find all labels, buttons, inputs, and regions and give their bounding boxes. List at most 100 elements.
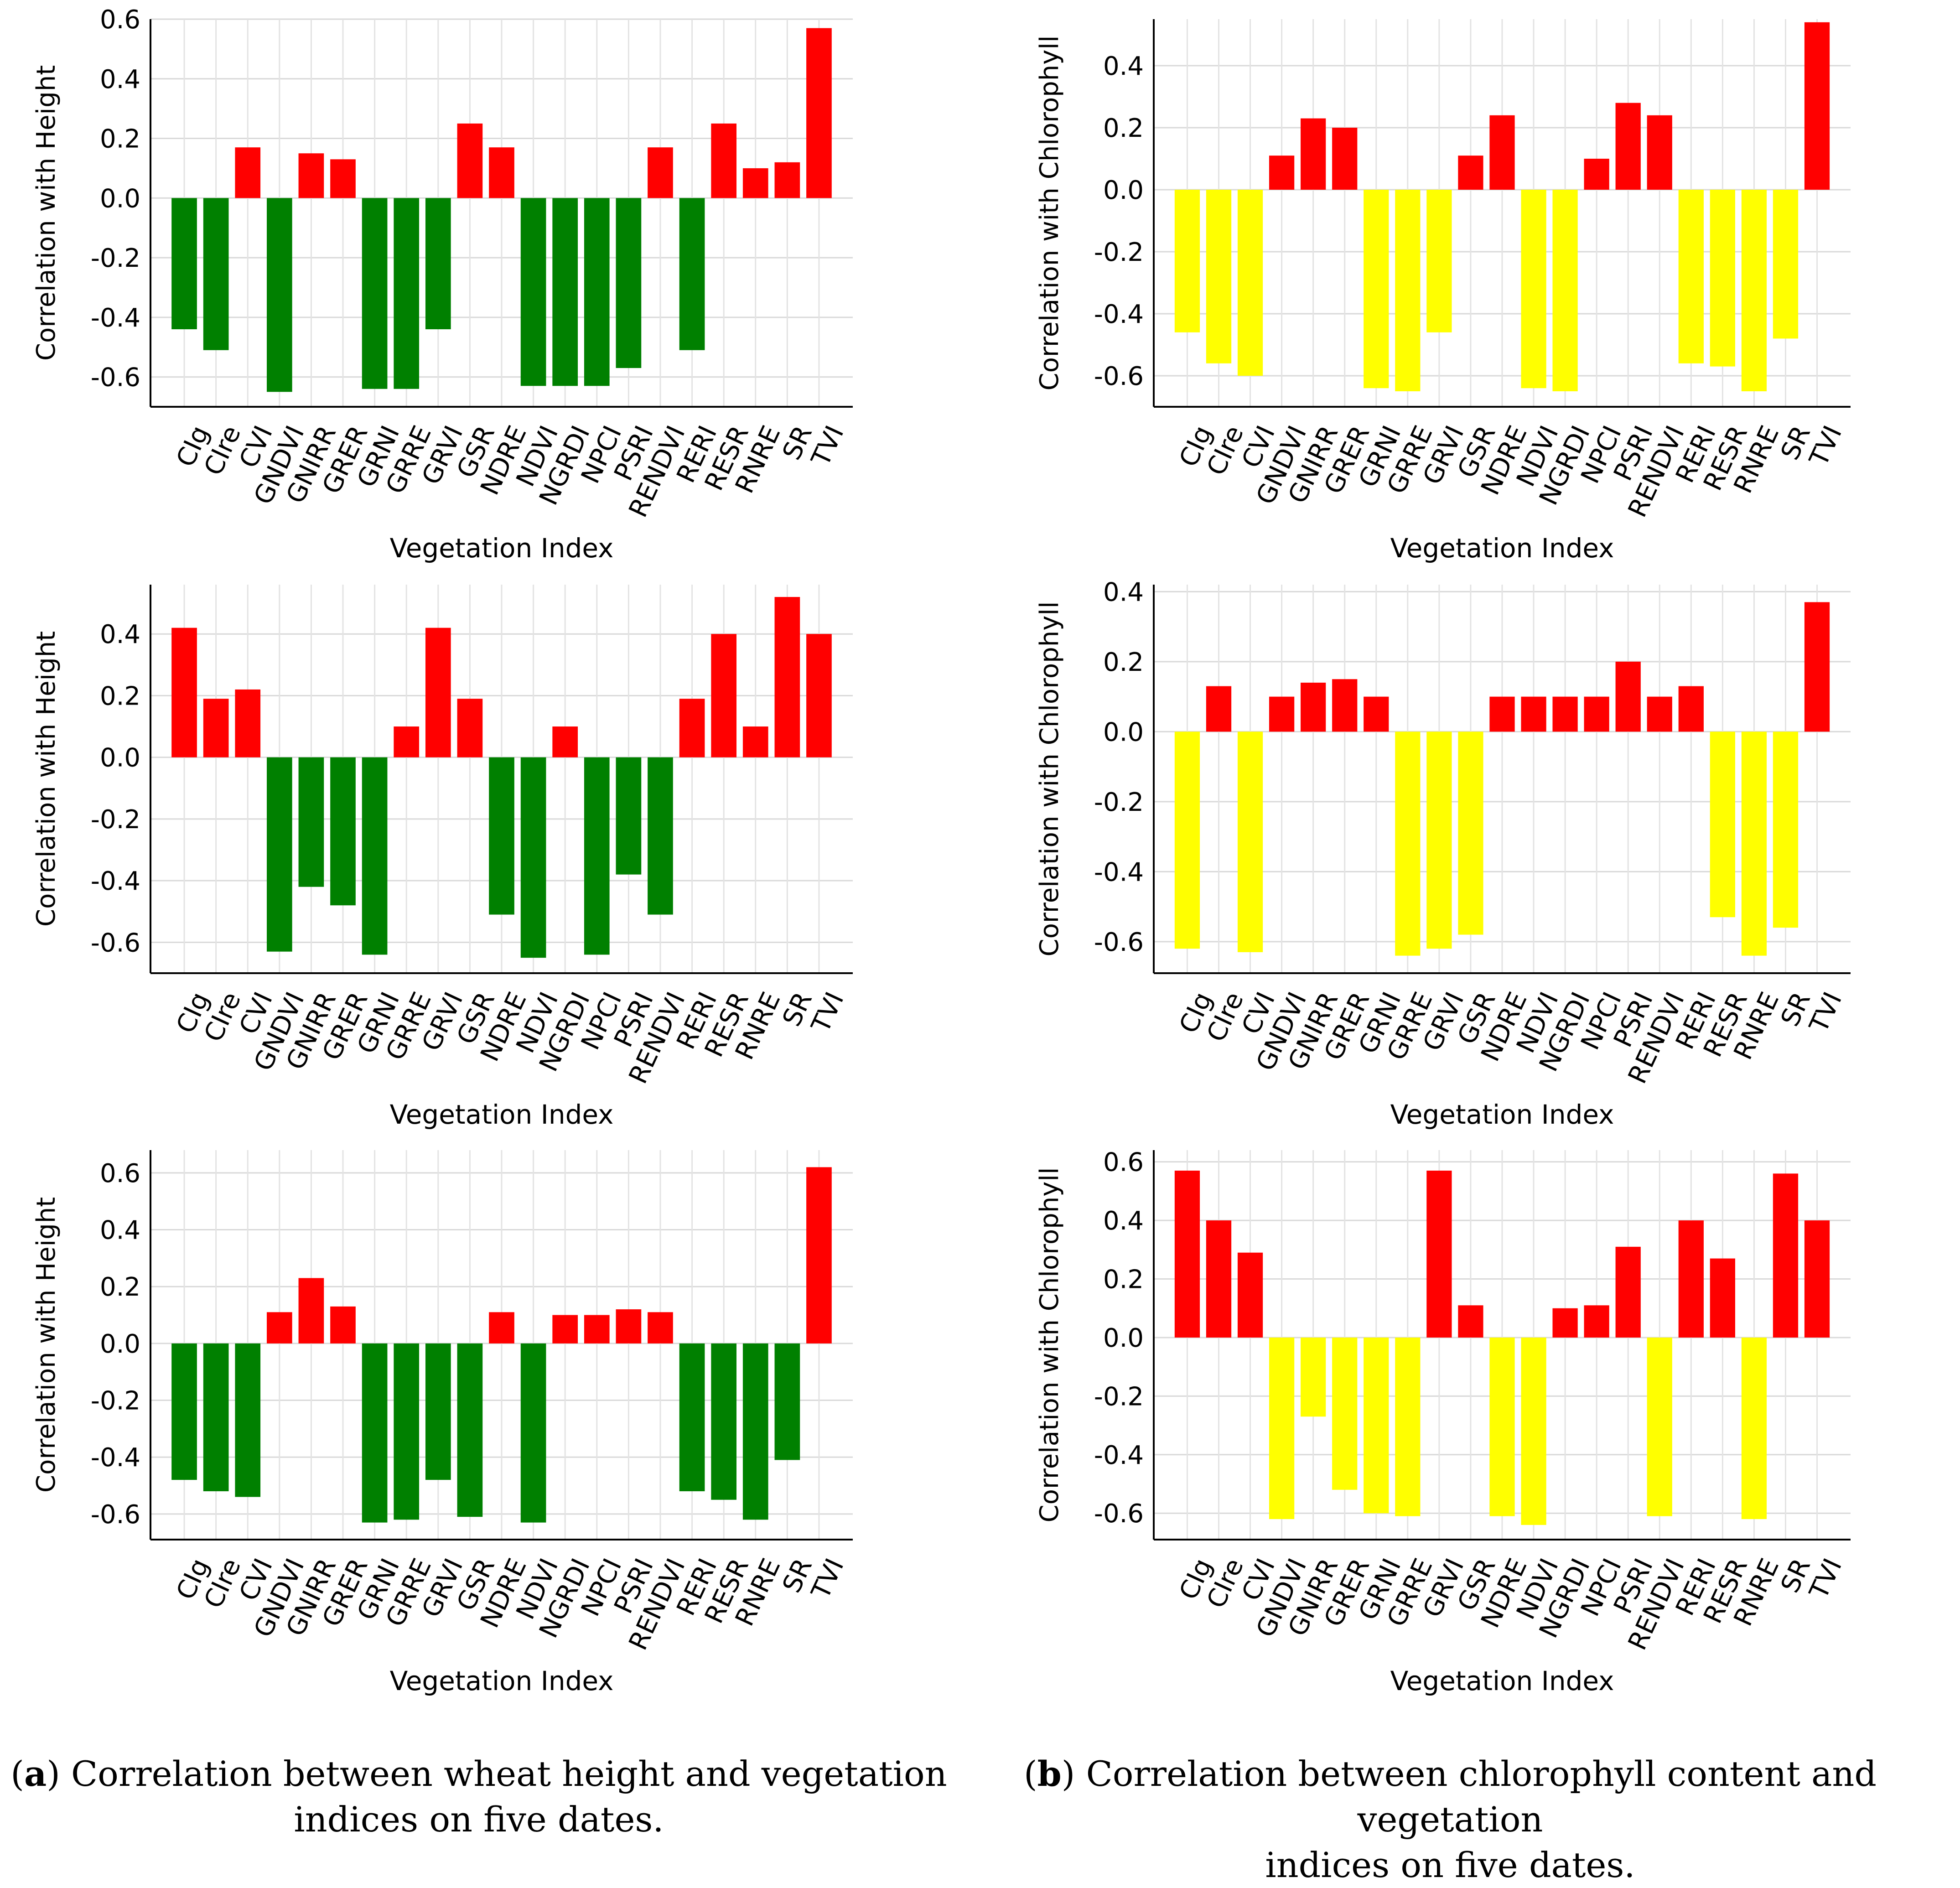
- chart-b3-bar-rnre: [1741, 1337, 1767, 1520]
- chart-b3-bar-sr: [1773, 1173, 1799, 1338]
- caption-b-line1: Correlation between chlorophyll content …: [1075, 1753, 1877, 1840]
- chart-b1-bar-gndvi: [1269, 156, 1295, 190]
- chart-b3-ytick-0: 0.6: [1103, 1148, 1144, 1177]
- chart-b3-ytick-6: -0.6: [1094, 1499, 1144, 1529]
- chart-b3-bar-cig: [1174, 1170, 1200, 1338]
- chart-a2-bar-rendvi: [648, 757, 673, 915]
- chart-a3-bar-resr: [711, 1343, 737, 1500]
- chart-b2-bar-grni: [1364, 696, 1389, 732]
- chart-a3-bar-gndvi: [266, 1312, 292, 1343]
- chart-a1-bar-cvi: [235, 147, 261, 198]
- chart-b2-bar-npci: [1584, 696, 1609, 732]
- caption-a: (a) Correlation between wheat height and…: [10, 1753, 947, 1840]
- chart-b1-bar-grvi: [1426, 190, 1452, 332]
- chart-a1: 0.60.40.20.0-0.2-0.4-0.6CIgCIreCVIGNDVIG…: [31, 5, 853, 564]
- chart-b2-bar-ndvi: [1521, 696, 1546, 732]
- chart-b2-bar-grer: [1332, 679, 1358, 732]
- chart-b3-ylabel: Correlation with Chlorophyll: [1035, 1167, 1064, 1523]
- chart-a3-bar-rendvi: [648, 1312, 673, 1343]
- chart-b1-bar-resr: [1710, 190, 1735, 367]
- chart-b3-bar-reri: [1678, 1220, 1704, 1338]
- chart-a2-bar-grre: [394, 726, 420, 757]
- chart-b2-xlabel: Vegetation Index: [1390, 1099, 1614, 1130]
- chart-a1-ytick-0: 0.6: [100, 5, 140, 35]
- chart-a1-ytick-6: -0.6: [91, 363, 140, 393]
- chart-a3-bar-gsr: [457, 1343, 483, 1517]
- chart-b1-ytick-3: -0.2: [1094, 238, 1144, 267]
- chart-b2-bar-gnirr: [1301, 682, 1326, 732]
- chart-a3-ytick-3: 0.0: [100, 1329, 140, 1359]
- chart-a2-ylabel: Correlation with Height: [31, 631, 61, 927]
- chart-a2-bar-psri: [616, 757, 642, 875]
- chart-b2-bar-psri: [1615, 661, 1641, 732]
- chart-b2-bar-reri: [1678, 686, 1704, 732]
- chart-a3-bar-cvi: [235, 1343, 261, 1497]
- chart-a3-ytick-4: -0.2: [91, 1386, 140, 1416]
- chart-b2-bar-grre: [1395, 731, 1421, 956]
- chart-a1-bar-grer: [330, 159, 356, 198]
- chart-a1-bar-ndre: [489, 147, 514, 198]
- chart-b1-ytick-5: -0.6: [1094, 362, 1144, 391]
- figure-canvas: 0.60.40.20.0-0.2-0.4-0.6CIgCIreCVIGNDVIG…: [31, 5, 1851, 1696]
- chart-a2-bar-cvi: [235, 689, 261, 757]
- chart-b3-bar-tvi: [1804, 1220, 1830, 1338]
- chart-b1-bar-grre: [1395, 190, 1421, 391]
- chart-a1-ytick-2: 0.2: [100, 124, 140, 154]
- chart-b1-ytick-4: -0.4: [1094, 300, 1144, 329]
- chart-b2-xtick-tvi: TVI: [1804, 988, 1848, 1037]
- chart-a3-bar-gnirr: [298, 1278, 324, 1343]
- chart-b3-ytick-4: -0.2: [1094, 1382, 1144, 1411]
- chart-b3-bar-cvi: [1237, 1252, 1263, 1338]
- chart-a1-bar-gndvi: [266, 198, 292, 392]
- chart-a3: 0.60.40.20.0-0.2-0.4-0.6CIgCIreCVIGNDVIG…: [31, 1150, 853, 1696]
- chart-b2-bar-grvi: [1426, 731, 1452, 949]
- caption-b-line2: indices on five dates.: [1265, 1845, 1635, 1885]
- chart-b3-bar-cire: [1206, 1220, 1232, 1338]
- chart-a2-xlabel: Vegetation Index: [390, 1099, 614, 1130]
- chart-b3-ytick-2: 0.2: [1103, 1265, 1144, 1295]
- chart-a2-bar-grvi: [425, 628, 451, 757]
- chart-b3-bar-grvi: [1426, 1170, 1452, 1338]
- chart-a3-ytick-0: 0.6: [100, 1159, 140, 1188]
- chart-a3-ytick-6: -0.6: [91, 1500, 140, 1530]
- chart-a2-bar-resr: [711, 634, 737, 757]
- chart-b2-ytick-1: 0.2: [1103, 648, 1144, 677]
- chart-a1-ytick-4: -0.2: [91, 244, 140, 273]
- chart-a2-bar-ndre: [489, 757, 514, 915]
- chart-b1-bar-ndre: [1489, 115, 1515, 190]
- chart-a2-bar-grer: [330, 757, 356, 906]
- chart-a3-ytick-5: -0.4: [91, 1443, 140, 1473]
- chart-b3-xtick-tvi: TVI: [1804, 1554, 1848, 1604]
- chart-b1-bar-tvi: [1804, 22, 1830, 190]
- chart-b2-bar-ngrdi: [1552, 696, 1578, 732]
- chart-b2-ytick-3: -0.2: [1094, 788, 1144, 817]
- chart-a2-bar-rnre: [742, 726, 768, 757]
- chart-b1-bar-reri: [1678, 190, 1704, 363]
- caption-b: (b) Correlation between chlorophyll cont…: [1023, 1753, 1877, 1885]
- chart-a1-bar-rendvi: [648, 147, 673, 198]
- chart-a3-bar-ndre: [489, 1312, 514, 1343]
- chart-b1-bar-psri: [1615, 103, 1641, 190]
- chart-a1-ytick-3: 0.0: [100, 184, 140, 213]
- chart-a2-bar-ngrdi: [552, 726, 578, 757]
- chart-a1-bar-npci: [584, 198, 610, 386]
- chart-a2-ytick-5: -0.6: [91, 928, 140, 958]
- chart-b3-bar-rendvi: [1647, 1337, 1672, 1516]
- chart-b3-bar-resr: [1710, 1258, 1735, 1338]
- chart-b2-bar-rnre: [1741, 731, 1767, 956]
- chart-b1-bar-npci: [1584, 159, 1609, 190]
- chart-b1-bar-grni: [1364, 190, 1389, 389]
- caption-b-label: b: [1037, 1753, 1062, 1794]
- chart-b1-ylabel: Correlation with Chlorophyll: [1035, 36, 1064, 391]
- chart-a3-bar-grni: [362, 1343, 388, 1523]
- chart-b1-bar-grer: [1332, 128, 1358, 190]
- chart-b3-bar-gnirr: [1301, 1337, 1326, 1417]
- chart-a2-bar-reri: [679, 699, 705, 757]
- chart-a2-ytick-1: 0.2: [100, 681, 140, 711]
- chart-b3-bar-grer: [1332, 1337, 1358, 1490]
- chart-a3-bar-tvi: [806, 1167, 832, 1343]
- chart-a1-bar-sr: [774, 162, 800, 198]
- chart-b3-bar-grni: [1364, 1337, 1389, 1514]
- chart-b3-ytick-5: -0.4: [1094, 1441, 1144, 1470]
- chart-b1: 0.40.20.0-0.2-0.4-0.6CIgCIreCVIGNDVIGNIR…: [1035, 19, 1851, 564]
